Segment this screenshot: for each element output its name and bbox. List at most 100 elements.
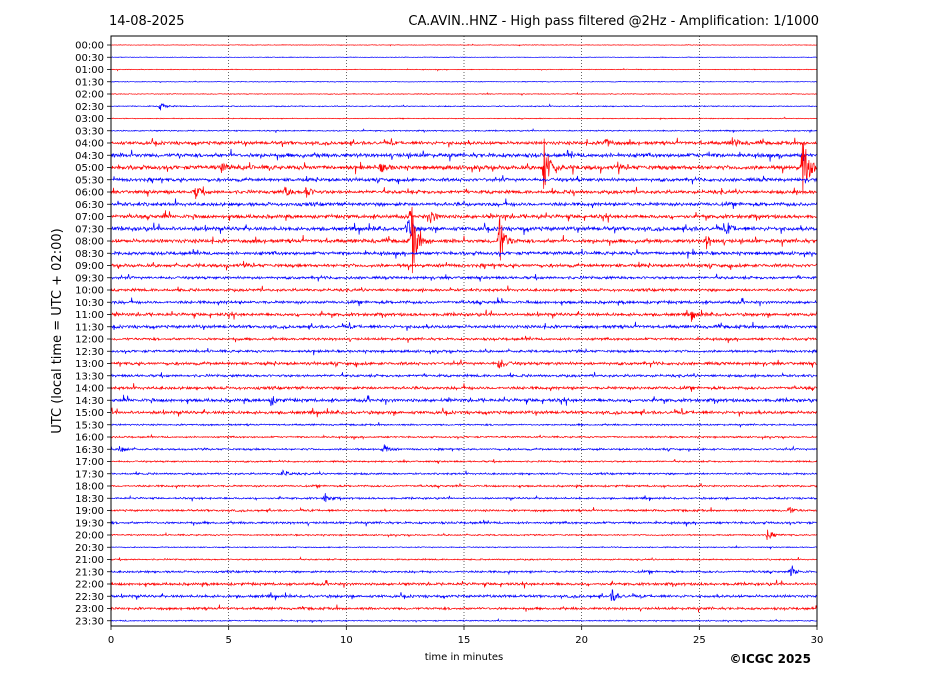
y-tick-label: 22:00	[75, 580, 104, 591]
y-tick-label: 20:00	[75, 531, 104, 542]
y-tick-label: 12:30	[75, 347, 104, 358]
y-tick-label: 21:30	[75, 567, 104, 578]
y-tick-label: 17:30	[75, 469, 104, 480]
y-tick-label: 18:30	[75, 494, 104, 505]
y-tick-label: 13:00	[75, 359, 104, 370]
y-tick-label: 01:00	[75, 65, 104, 76]
trace-row-1630	[110, 444, 818, 453]
trace-row-2000	[110, 529, 818, 540]
trace-row-2030	[110, 544, 818, 550]
y-tick-label: 08:00	[75, 237, 104, 248]
trace-row-1430	[110, 394, 818, 407]
x-tick-label: 0	[108, 635, 114, 646]
y-tick-label: 04:00	[75, 139, 104, 150]
y-tick-label: 02:30	[75, 102, 104, 113]
y-tick-label: 06:30	[75, 200, 104, 211]
trace-row-0330	[110, 128, 818, 134]
y-tick-label: 19:00	[75, 506, 104, 517]
trace-row-2330	[110, 617, 818, 623]
chart-title: CA.AVIN..HNZ - High pass filtered @2Hz -…	[408, 14, 819, 29]
trace-row-0230	[110, 102, 818, 111]
trace-row-1500	[110, 407, 818, 418]
seismic-traces	[110, 43, 818, 623]
y-tick-label: 04:30	[75, 151, 104, 162]
trace-row-0500	[110, 138, 818, 195]
trace-row-1400	[110, 383, 818, 392]
trace-row-0700	[110, 210, 818, 224]
copyright-label: ©ICGC 2025	[729, 652, 811, 666]
x-tick-label: 15	[458, 635, 471, 646]
trace-row-1100	[110, 309, 818, 322]
trace-row-1230	[110, 347, 818, 356]
y-tick-label: 22:30	[75, 592, 104, 603]
trace-row-1030	[110, 297, 818, 307]
trace-row-1830	[110, 493, 818, 503]
x-tick-label: 20	[575, 635, 588, 646]
trace-row-1300	[110, 359, 818, 369]
y-tick-label: 03:00	[75, 114, 104, 125]
trace-row-0100	[110, 67, 818, 72]
trace-row-1530	[110, 422, 818, 428]
y-tick-label: 21:00	[75, 555, 104, 566]
y-tick-label: 17:00	[75, 457, 104, 468]
y-tick-label: 23:30	[75, 616, 104, 627]
vertical-gridlines	[228, 36, 700, 626]
trace-row-2300	[110, 604, 818, 613]
trace-row-0530	[110, 175, 818, 185]
trace-row-0830	[110, 248, 818, 259]
y-tick-label: 00:30	[75, 53, 104, 64]
trace-row-1900	[110, 506, 818, 514]
trace-row-0600	[110, 186, 818, 200]
x-tick-label: 5	[225, 635, 231, 646]
trace-row-0200	[110, 91, 818, 97]
y-tick-label: 13:30	[75, 371, 104, 382]
y-tick-label: 02:00	[75, 90, 104, 101]
trace-row-1330	[110, 371, 818, 379]
trace-row-0400	[110, 137, 818, 148]
trace-row-0430	[110, 148, 818, 162]
y-axis-label: UTC (local time = UTC + 02:00)	[50, 228, 65, 433]
trace-row-2230	[110, 589, 818, 602]
y-tick-label: 03:30	[75, 126, 104, 137]
y-tick-label: 05:00	[75, 163, 104, 174]
y-tick-label: 11:00	[75, 310, 104, 321]
y-tick-label: 20:30	[75, 543, 104, 554]
y-tick-label: 18:00	[75, 482, 104, 493]
trace-row-1000	[110, 285, 818, 293]
y-tick-label: 19:30	[75, 518, 104, 529]
trace-row-0900	[110, 260, 818, 271]
trace-row-1730	[110, 469, 818, 477]
y-tick-label: 07:00	[75, 212, 104, 223]
y-tick-label: 06:00	[75, 188, 104, 199]
trace-row-2100	[110, 556, 818, 562]
x-tick-label: 30	[811, 635, 824, 646]
trace-row-1200	[110, 335, 818, 344]
trace-row-0000	[110, 43, 818, 47]
x-axis-ticks: 0 5 10 15 20 25 30	[108, 626, 824, 646]
y-tick-label: 16:00	[75, 433, 104, 444]
y-tick-label: 12:00	[75, 335, 104, 346]
trace-row-2130	[110, 565, 818, 577]
y-tick-label: 14:00	[75, 384, 104, 395]
y-tick-label: 16:30	[75, 445, 104, 456]
trace-row-0730	[110, 219, 818, 236]
y-tick-label: 10:30	[75, 298, 104, 309]
x-tick-label: 25	[693, 635, 706, 646]
x-tick-label: 10	[340, 635, 353, 646]
y-tick-label: 11:30	[75, 322, 104, 333]
y-tick-label: 14:30	[75, 396, 104, 407]
trace-row-1130	[110, 321, 818, 331]
trace-row-1600	[110, 433, 818, 441]
y-tick-label: 15:30	[75, 420, 104, 431]
trace-row-2200	[110, 579, 818, 589]
y-tick-label: 00:00	[75, 41, 104, 52]
y-tick-label: 10:00	[75, 286, 104, 297]
trace-row-0300	[110, 116, 818, 121]
y-tick-label: 01:30	[75, 77, 104, 88]
trace-row-0130	[110, 80, 818, 84]
trace-row-1700	[110, 459, 818, 464]
date-label: 14-08-2025	[109, 14, 185, 29]
trace-row-1930	[110, 519, 818, 527]
